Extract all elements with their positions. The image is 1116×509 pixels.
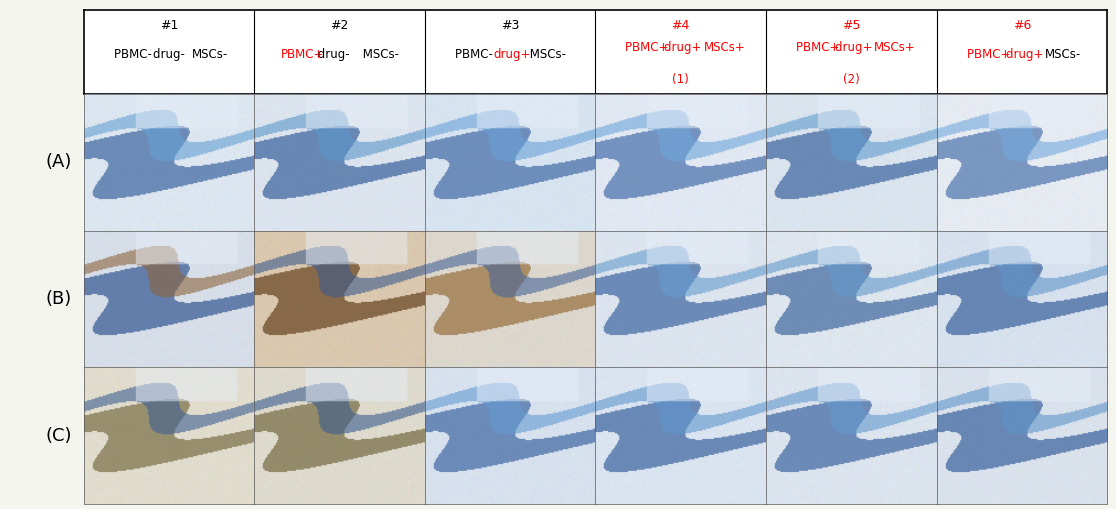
Text: (B): (B) <box>46 290 71 308</box>
Text: drug+: drug+ <box>494 48 531 61</box>
Text: drug+: drug+ <box>835 41 876 54</box>
Text: drug-: drug- <box>314 48 353 61</box>
Text: #1: #1 <box>160 19 179 32</box>
Text: MSCs-: MSCs- <box>527 48 566 61</box>
Text: MSCs+: MSCs+ <box>703 41 745 54</box>
Text: #6: #6 <box>1012 19 1031 32</box>
Text: MSCs+: MSCs+ <box>874 41 916 54</box>
Text: #4: #4 <box>672 19 690 32</box>
Text: (A): (A) <box>46 153 71 172</box>
Text: (C): (C) <box>46 427 71 445</box>
Text: #3: #3 <box>501 19 519 32</box>
Text: PBMC+: PBMC+ <box>966 48 1013 61</box>
Text: drug+: drug+ <box>1006 48 1047 61</box>
Text: PBMC+: PBMC+ <box>281 48 325 61</box>
Text: (2): (2) <box>843 73 859 86</box>
Text: MSCs-: MSCs- <box>192 48 228 61</box>
Text: PBMC-: PBMC- <box>455 48 497 61</box>
Text: MSCs-: MSCs- <box>1045 48 1080 61</box>
Text: #2: #2 <box>330 19 348 32</box>
Text: MSCs-: MSCs- <box>359 48 400 61</box>
Text: PBMC-: PBMC- <box>114 48 155 61</box>
Text: (1): (1) <box>672 73 689 86</box>
Text: drug+: drug+ <box>664 41 705 54</box>
Text: #5: #5 <box>841 19 860 32</box>
Text: PBMC+: PBMC+ <box>796 41 844 54</box>
Text: PBMC+: PBMC+ <box>625 41 673 54</box>
Text: drug-: drug- <box>153 48 189 61</box>
